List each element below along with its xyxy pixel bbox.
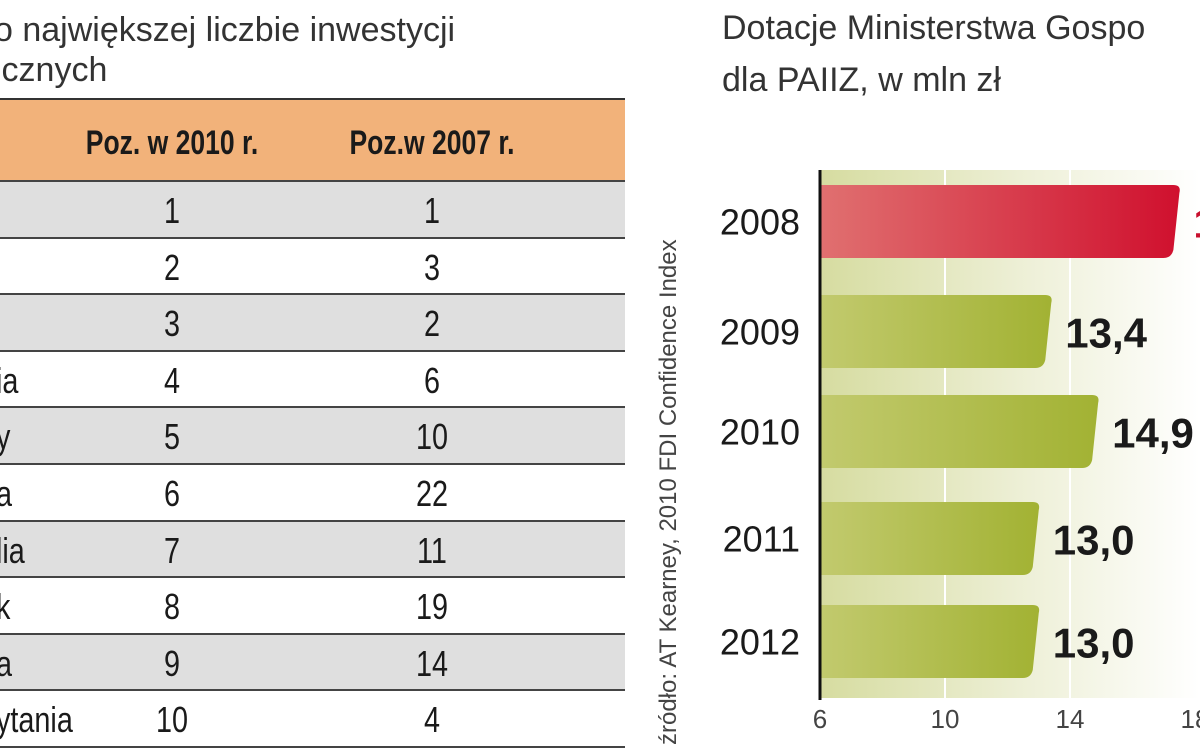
pos-2007: 14 xyxy=(415,642,449,684)
pos-2007: 11 xyxy=(417,529,447,571)
pos-2007: 2 xyxy=(423,303,441,345)
table-row: k 8 19 xyxy=(0,578,625,635)
value-label: 13,0 xyxy=(1053,620,1135,667)
header-pos-2007: Poz.w 2007 r. xyxy=(349,124,515,162)
pos-2007: 19 xyxy=(415,586,449,628)
header-pos-2010: Poz. w 2010 r. xyxy=(85,124,259,162)
pos-2010: 3 xyxy=(163,303,181,345)
table-row: a 9 14 xyxy=(0,634,625,692)
country-name: a xyxy=(0,473,12,515)
pos-2010: 9 xyxy=(163,642,181,684)
pos-2007: 3 xyxy=(423,246,441,288)
table-header: Poz. w 2010 r. Poz.w 2007 r. xyxy=(0,98,625,182)
pos-2010: 8 xyxy=(163,586,181,628)
country-name: lia xyxy=(0,529,25,571)
table-row: y 5 10 xyxy=(0,408,625,465)
table-title-line1: o największej liczbie inwestycji xyxy=(0,11,456,49)
table-row: a 6 22 xyxy=(0,465,625,522)
country-name: ytania xyxy=(0,699,73,741)
pos-2007: 10 xyxy=(415,416,449,458)
pos-2010: 7 xyxy=(163,529,181,571)
ranking-table: Poz. w 2010 r. Poz.w 2007 r. 112332ia46y… xyxy=(0,98,625,748)
bar-2010 xyxy=(820,395,1099,468)
table-title-line2: icznych xyxy=(0,51,108,89)
pos-2007: 6 xyxy=(423,359,441,401)
country-name: k xyxy=(0,586,10,628)
pos-2010: 6 xyxy=(163,472,181,514)
pos-2010: 1 xyxy=(163,190,181,231)
year-label: 2009 xyxy=(720,312,800,353)
pos-2010: 5 xyxy=(163,416,181,458)
pos-2007: 1 xyxy=(423,190,441,231)
x-tick-label: 14 xyxy=(1056,704,1085,734)
bar-2009 xyxy=(820,295,1052,368)
value-label: 1 xyxy=(1193,200,1200,247)
bar-2011 xyxy=(820,502,1040,575)
pos-2010: 4 xyxy=(163,359,181,401)
bar-2008 xyxy=(820,185,1180,258)
bar-2012 xyxy=(820,605,1040,678)
year-label: 2011 xyxy=(723,519,800,560)
x-tick-label: 10 xyxy=(931,704,960,734)
pos-2007: 22 xyxy=(415,472,449,514)
chart-subtitle: dla PAIIZ, w mln zł xyxy=(722,61,1001,99)
x-tick-label: 18 xyxy=(1181,704,1200,734)
pos-2010: 10 xyxy=(155,699,189,741)
year-label: 2010 xyxy=(720,412,800,453)
table-row: lia 7 11 xyxy=(0,521,625,579)
country-name: ia xyxy=(0,359,19,401)
value-label: 13,4 xyxy=(1065,310,1147,357)
table-row: ia 4 6 xyxy=(0,352,625,409)
country-name: y xyxy=(0,416,10,458)
value-label: 13,0 xyxy=(1053,517,1135,564)
country-name: a xyxy=(0,643,12,685)
year-label: 2008 xyxy=(720,202,800,243)
pos-2010: 2 xyxy=(163,246,181,288)
year-label: 2012 xyxy=(720,622,800,663)
x-tick-label: 6 xyxy=(813,704,827,734)
value-label: 14,9 xyxy=(1112,410,1194,457)
table-row: ytania 10 4 xyxy=(0,691,625,748)
chart-title: Dotacje Ministerstwa Gospo xyxy=(722,9,1146,47)
pos-2007: 4 xyxy=(423,699,441,741)
